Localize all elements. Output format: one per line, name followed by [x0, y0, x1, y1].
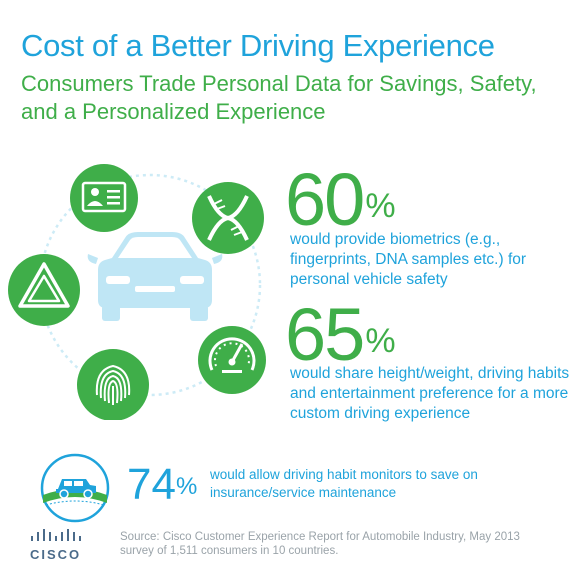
fingerprint-icon: [77, 349, 149, 420]
dna-icon: [192, 182, 264, 254]
illustration: [8, 164, 266, 420]
stat-74-number: 74%: [127, 460, 198, 509]
stat-65-text: would share height/weight, driving habit…: [290, 365, 570, 422]
page-title: Cost of a Better Driving Experience: [21, 28, 495, 63]
stat-60-text: would provide biometrics (e.g., fingerpr…: [290, 231, 527, 288]
id-card-icon: [70, 164, 138, 232]
speedometer-icon: [198, 326, 266, 394]
cisco-logo-text: CISCO: [30, 547, 82, 562]
page-subtitle: Consumers Trade Personal Data for Saving…: [21, 71, 537, 124]
warning-triangle-icon: [8, 254, 80, 326]
cisco-bars-icon: [31, 529, 81, 541]
source-note: Source: Cisco Customer Experience Report…: [120, 531, 520, 557]
cisco-logo: CISCO: [30, 528, 100, 562]
stat-74-text: would allow driving habit monitors to sa…: [210, 467, 478, 500]
stat-60-number: 60%: [285, 158, 396, 241]
car-road-icon: [40, 453, 110, 523]
stat-65-number: 65%: [285, 293, 396, 376]
